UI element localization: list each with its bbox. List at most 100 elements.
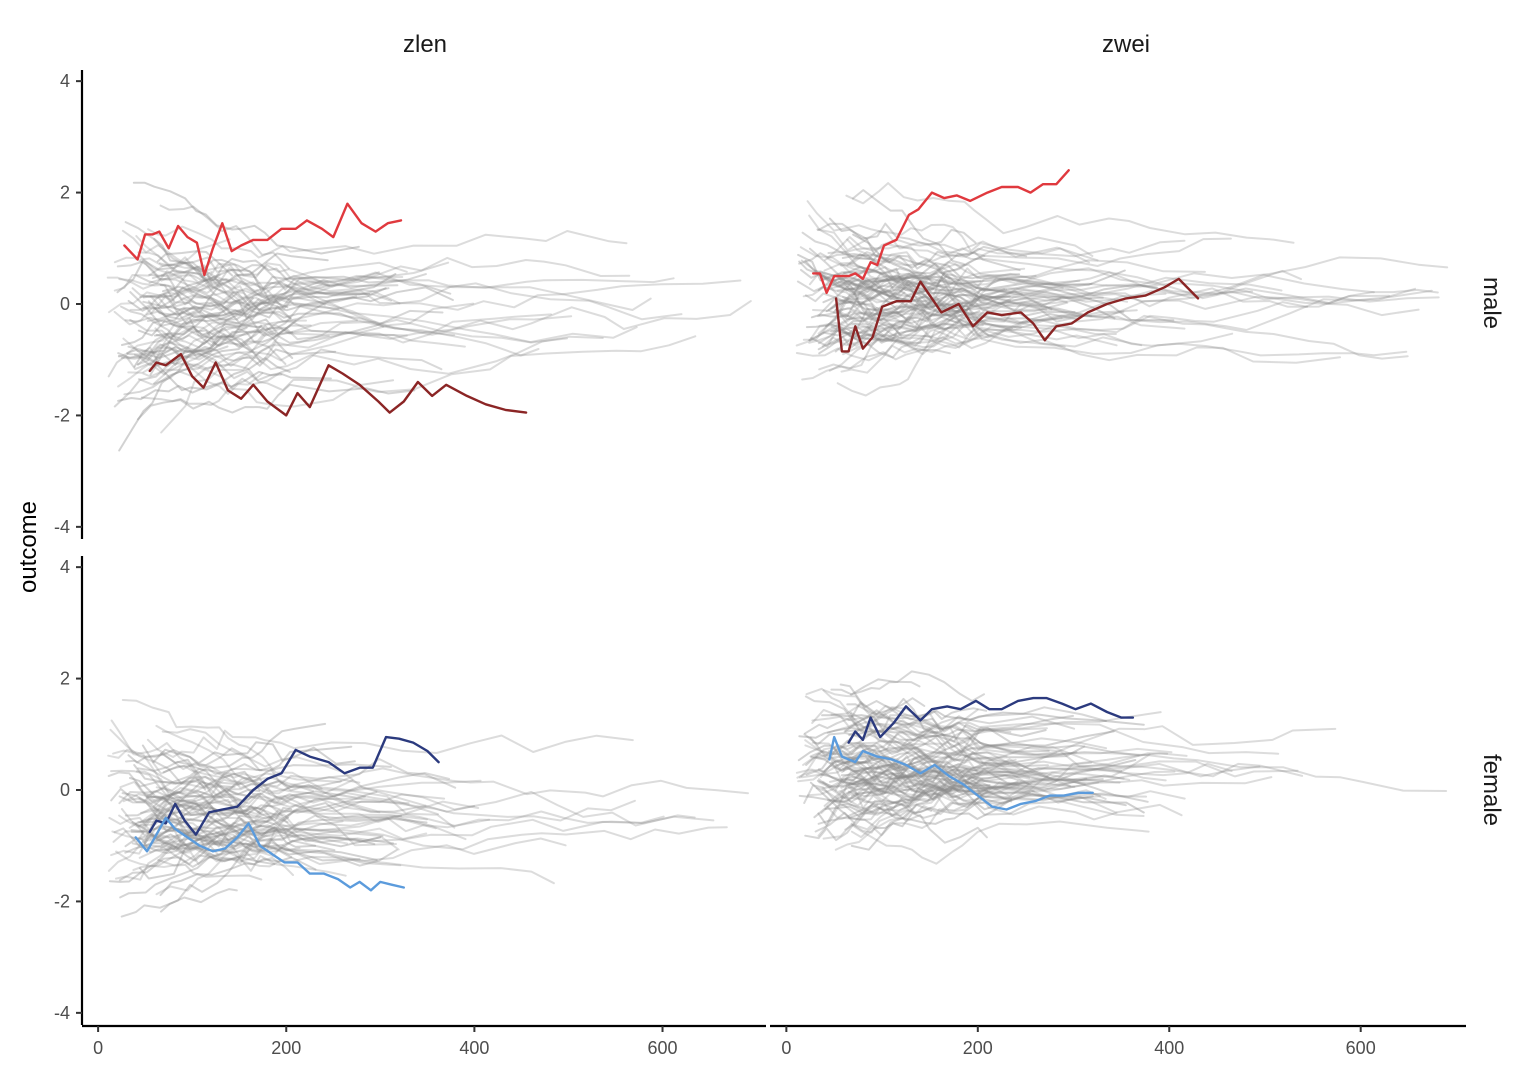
background-trajectory — [112, 792, 289, 843]
background-trajectory — [812, 282, 1254, 325]
background-trajectory — [811, 713, 1048, 736]
highlighted-trajectory-male-low — [148, 352, 528, 417]
background-trajectory — [837, 311, 1118, 347]
background-trajectory — [825, 279, 964, 327]
background-trajectory — [822, 323, 990, 345]
background-trajectory — [131, 287, 262, 364]
x-tick-label: 600 — [1346, 1038, 1376, 1058]
background-trajectory — [829, 749, 1123, 777]
background-trajectory — [120, 256, 631, 360]
y-tick-label: -2 — [54, 405, 70, 425]
background-trajectory — [798, 777, 1088, 803]
background-trajectory — [135, 235, 568, 344]
background-trajectory — [798, 742, 1058, 779]
background-trajectory — [162, 285, 454, 324]
background-trajectory — [155, 767, 749, 798]
background-trajectory — [795, 306, 986, 362]
background-trajectory — [133, 297, 254, 368]
background-trajectory — [141, 803, 219, 848]
background-trajectory — [138, 776, 361, 818]
background-trajectory — [157, 859, 263, 881]
background-trajectory — [118, 278, 234, 307]
background-trajectory — [124, 775, 207, 817]
background-trajectory — [802, 283, 1417, 331]
highlighted-trajectory-male-high — [123, 202, 403, 277]
x-tick-label: 400 — [459, 1038, 489, 1058]
background-trajectory — [809, 730, 1076, 797]
x-tick-label: 400 — [1154, 1038, 1184, 1058]
background-trajectory — [850, 772, 1031, 801]
y-axis-female: -4 -2 0 2 4 — [54, 556, 84, 1025]
background-trajectory — [110, 787, 261, 816]
background-trajectory — [130, 829, 378, 862]
background-trajectory — [820, 758, 1167, 793]
background-trajectory — [838, 316, 954, 335]
background-trajectory — [155, 815, 299, 854]
background-trajectory — [826, 784, 1101, 821]
background-trajectory — [115, 833, 227, 881]
background-trajectory — [135, 781, 428, 840]
background-trajectory — [113, 289, 652, 326]
background-trajectory — [797, 253, 1021, 281]
background-trajectory — [837, 275, 1104, 308]
background-trajectory — [830, 299, 1409, 360]
background-trajectory — [834, 292, 1023, 311]
background-trajectory — [159, 204, 290, 270]
background-trajectory — [831, 271, 1116, 320]
background-trajectory — [107, 319, 297, 378]
background-trajectory — [841, 750, 1121, 784]
background-trajectory — [816, 759, 1137, 788]
background-trajectory — [835, 269, 1126, 323]
y-tick-label: -2 — [54, 891, 70, 911]
background-trajectory — [811, 734, 1086, 785]
y-tick-label: 4 — [60, 71, 70, 91]
background-trajectory — [144, 333, 395, 392]
background-trajectory — [161, 786, 696, 827]
background-trajectory — [826, 720, 1108, 750]
background-trajectory — [821, 274, 941, 297]
background-trajectory — [821, 767, 925, 790]
background-trajectory — [133, 764, 378, 801]
strip-label-female: female — [1478, 754, 1505, 826]
background-trajectory — [848, 303, 979, 347]
background-trajectory — [160, 262, 401, 305]
panel-zwei-female — [795, 670, 1448, 865]
strip-label-zlen: zlen — [403, 31, 447, 58]
background-trajectory — [805, 687, 1010, 748]
background-trajectory — [160, 752, 281, 811]
x-tick-label: 600 — [648, 1038, 678, 1058]
panel-zlen-male — [106, 181, 752, 452]
background-trajectory — [801, 231, 891, 264]
background-trajectory — [149, 772, 450, 840]
background-trajectory — [804, 259, 1076, 317]
background-trajectory — [136, 274, 221, 318]
background-trajectory — [127, 722, 327, 769]
background-trajectory — [129, 312, 330, 341]
background-trajectory — [136, 309, 444, 366]
background-trajectory — [799, 246, 1283, 296]
background-trajectory — [120, 808, 384, 857]
background-trajectory — [817, 287, 1390, 335]
background-trajectory — [846, 253, 935, 295]
y-tick-label: 4 — [60, 557, 70, 577]
background-trajectory — [132, 797, 636, 871]
x-tick-label: 0 — [781, 1038, 791, 1058]
background-trajectory — [845, 311, 1408, 357]
background-trajectory — [834, 279, 1420, 317]
background-trajectory — [116, 260, 358, 306]
background-trajectory — [822, 689, 1448, 792]
background-trajectory — [127, 797, 394, 845]
background-trajectory — [159, 856, 293, 897]
background-trajectory — [151, 837, 236, 850]
panel-zwei-male — [795, 169, 1449, 397]
background-trajectory — [804, 803, 879, 842]
background-trajectory — [118, 313, 552, 363]
background-trajectory — [125, 759, 314, 793]
background-trajectory — [137, 333, 408, 386]
background-trajectory — [840, 245, 1028, 275]
background-trajectory — [145, 294, 271, 319]
background-trajectory — [136, 383, 416, 421]
background-trajectory — [851, 296, 1068, 329]
background-trajectory — [136, 300, 752, 366]
